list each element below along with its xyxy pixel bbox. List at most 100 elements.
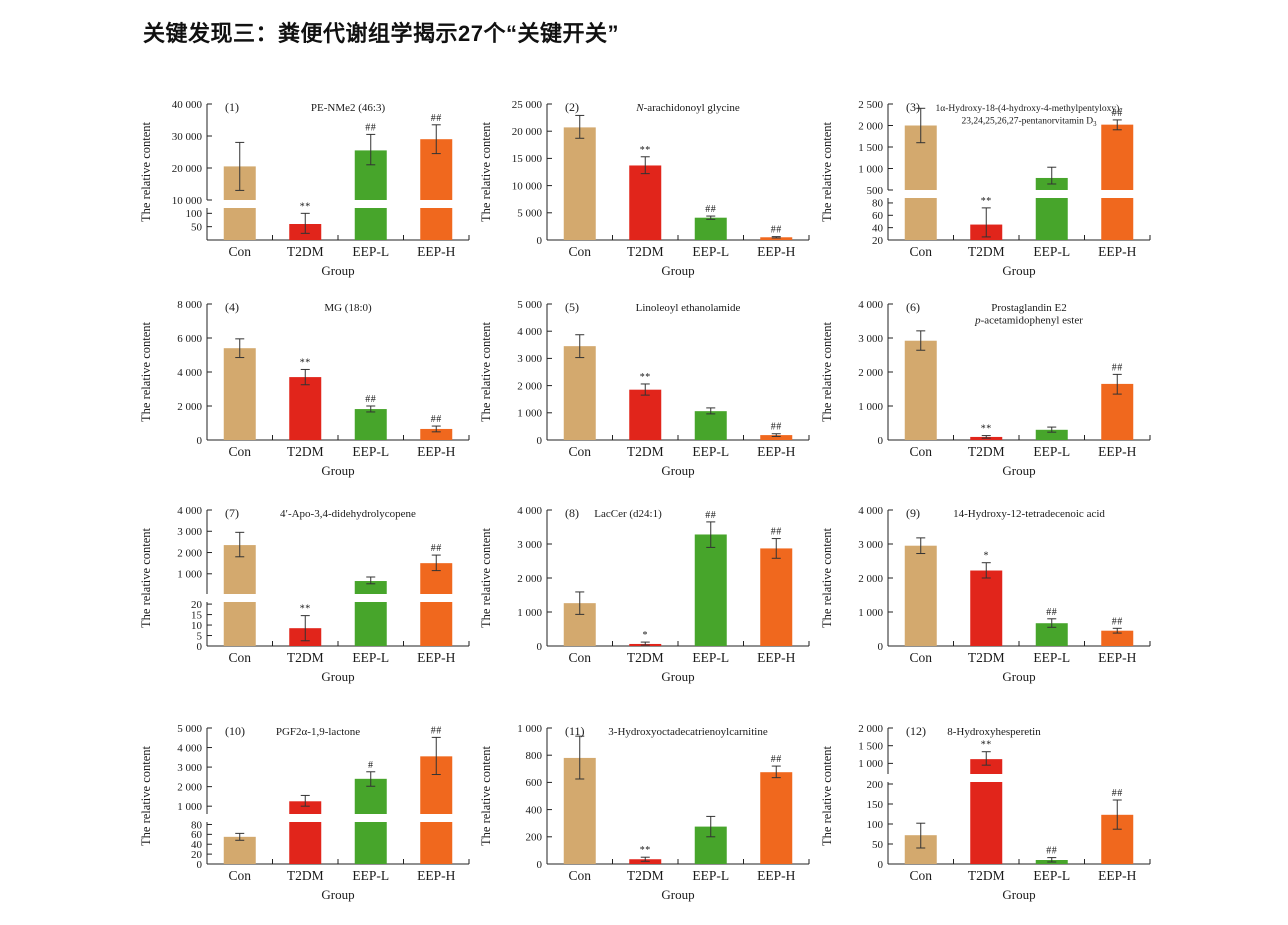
subplot-title: N-arachidonoyl glycine [635,102,740,114]
y-tick-label: 40 [191,839,203,851]
subplot-title: PE-NMe2 (46:3) [311,102,386,114]
subplot-number: (9) [906,506,920,520]
category-label: T2DM [627,244,664,259]
subplot-svg-8: 0 1 000 2 000 3 000 4 000 Con * T2DM ## EEP-L ## EE… [479,505,810,684]
category-label: EEP-H [417,244,455,259]
y-tick-label: 200 [526,832,543,844]
y-tick-label: 2 000 [177,781,202,793]
sig-marker: ## [1112,788,1123,799]
y-tick-label: 3 000 [177,526,202,538]
sig-marker: ## [1112,108,1123,119]
y-tick-label: 3 000 [858,333,883,345]
y-tick-label: 20 000 [172,163,203,175]
bar-eep-h [760,772,793,864]
subplot-title: PGF2α-1,9-lactone [276,726,360,738]
y-tick-label: 1 000 [858,401,883,413]
bar-eep-h [760,237,793,240]
y-axis-title: The relative content [479,321,493,421]
bar-eep-h [1101,630,1134,646]
bar-eep-l-upper [354,581,387,594]
category-label: EEP-H [757,650,795,665]
y-tick-label: 15 [191,609,203,621]
subplot-svg-5: 0 1 000 2 000 3 000 4 000 5 000 Con ** T2DM EEP-L… [479,299,810,478]
sig-marker: ## [705,510,716,521]
bar-eep-h [760,435,793,440]
y-axis-title: The relative content [820,321,834,421]
category-label: T2DM [968,444,1005,459]
subplot-number: (11) [565,724,585,738]
bar-con [904,545,937,646]
y-tick-label: 0 [878,859,884,871]
y-tick-label: 0 [537,435,543,447]
bar-t2dm [970,782,1003,864]
sig-marker: ## [1046,607,1057,618]
y-tick-label: 4 000 [517,505,542,517]
category-label: T2DM [287,444,324,459]
x-axis-title: Group [321,463,354,478]
category-label: Con [228,444,251,459]
subplot-svg-2: 0 5 000 10 000 15 000 20 000 25 000 Con ** T2DM #… [479,99,810,278]
y-tick-label: 20 [191,849,203,861]
sig-marker: ** [981,196,992,207]
y-tick-label: 2 500 [858,99,883,111]
y-axis-title: The relative content [820,121,834,221]
y-tick-label: 0 [197,435,203,447]
y-tick-label: 8 000 [177,299,202,311]
sig-marker: ## [705,204,716,215]
category-label: Con [568,650,591,665]
bar-eep-h [420,208,453,240]
category-label: EEP-L [352,868,389,883]
bar-t2dm [289,822,322,864]
category-label: T2DM [627,650,664,665]
subplot-number: (10) [225,724,245,738]
sig-marker: ## [431,543,442,554]
category-label: T2DM [968,868,1005,883]
subplot-8: 0 1 000 2 000 3 000 4 000 Con * T2DM ## EEP-L ## EE… [477,494,822,702]
y-tick-label: 0 [537,641,543,653]
y-tick-label: 400 [526,804,543,816]
y-tick-label: 1 000 [858,163,883,175]
y-tick-label: 10 000 [512,180,543,192]
y-tick-label: 50 [872,839,884,851]
y-tick-label: 4 000 [858,299,883,311]
y-tick-label: 0 [197,859,203,871]
x-axis-title: Group [1002,669,1035,684]
sig-marker: ** [640,845,651,856]
category-label: EEP-L [352,444,389,459]
y-tick-label: 20 [191,599,203,611]
category-label: EEP-L [692,444,729,459]
bar-con [223,208,256,240]
y-tick-label: 100 [867,819,884,831]
y-tick-label: 0 [878,641,884,653]
category-label: Con [909,244,932,259]
category-label: EEP-H [757,244,795,259]
y-tick-label: 2 000 [177,547,202,559]
category-label: Con [228,244,251,259]
subplot-svg-9: 0 1 000 2 000 3 000 4 000 Con * T2DM ## EEP-L ## EE… [820,505,1151,684]
category-label: T2DM [968,650,1005,665]
y-tick-label: 2 000 [858,573,883,585]
subplot-svg-11: 0 200 400 600 800 1 000 Con ** T2DM EEP-L ## EEP-H (… [479,723,810,902]
bar-eep-l [354,602,387,646]
subplot-title: 14-Hydroxy-12-tetradecenoic acid [953,508,1105,520]
bar-t2dm [629,389,662,440]
y-tick-label: 5 [197,630,203,642]
y-tick-label: 5 000 [517,299,542,311]
category-label: EEP-L [692,244,729,259]
sig-marker: ** [300,201,311,212]
subplot-svg-4: 0 2 000 4 000 6 000 8 000 Con ** T2DM ## EEP-L ## E… [139,299,470,478]
category-label: EEP-H [417,444,455,459]
y-tick-label: 80 [872,198,884,210]
y-axis-title: The relative content [479,527,493,627]
y-tick-label: 1 500 [858,142,883,154]
subplot-number: (8) [565,506,579,520]
category-label: Con [568,244,591,259]
y-tick-label: 1 000 [858,758,883,770]
sig-marker: ** [640,145,651,156]
subplot-number: (1) [225,100,239,114]
sig-marker: ** [981,740,992,751]
category-label: EEP-H [1098,868,1136,883]
y-axis-title: The relative content [479,745,493,845]
